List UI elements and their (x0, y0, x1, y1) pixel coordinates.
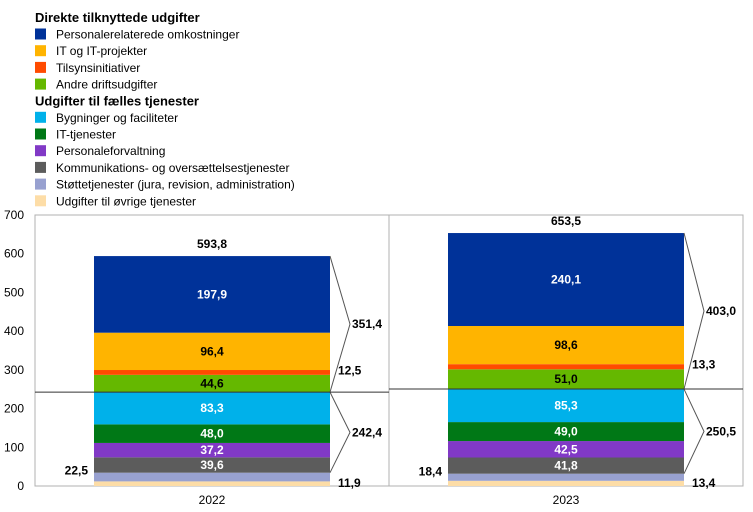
legend-swatch (35, 161, 46, 173)
shared-brace (329, 391, 351, 473)
bar-segment (448, 233, 684, 326)
bar-segment (448, 473, 684, 481)
y-tick-label: 300 (4, 363, 24, 377)
legend-swatch (35, 195, 46, 207)
bar-segment (448, 369, 684, 390)
data-label: 12,5 (338, 363, 362, 377)
data-label: 240,1 (551, 273, 581, 287)
legend-swatch (35, 28, 46, 40)
legend-label: Støttetjenester (jura, revision, adminis… (56, 178, 295, 192)
data-label: 83,3 (200, 401, 224, 415)
legend-label: Personalerelaterede omkostninger (56, 28, 239, 42)
data-label: 13,4 (692, 476, 716, 490)
data-label: 51,0 (554, 372, 578, 386)
data-label: 22,5 (65, 464, 89, 478)
y-tick-label: 500 (4, 285, 24, 299)
bar-segment (94, 370, 330, 375)
legend-swatch (35, 178, 46, 190)
y-tick-label: 200 (4, 402, 24, 416)
direct-brace (683, 232, 705, 390)
legend-label: Bygninger og faciliteter (56, 111, 178, 125)
shared-total-label: 250,5 (706, 424, 736, 438)
data-label: 48,0 (200, 427, 224, 441)
y-tick-label: 400 (4, 324, 24, 338)
legend-label: Kommunikations- og oversættelsestjeneste… (56, 161, 289, 175)
plot-area: 0 100 200 300 400 500 600 700 197,9 96,4 12,5 44,6 8… (4, 208, 744, 507)
bar-segment (94, 442, 330, 458)
legend-label: Tilsynsinitiativer (56, 61, 140, 75)
data-label: 197,9 (197, 287, 227, 301)
bar-segment (448, 389, 684, 423)
data-label: 98,6 (554, 338, 578, 352)
bar-segment (94, 392, 330, 425)
data-label: 49,0 (554, 425, 578, 439)
bar-segment (94, 332, 330, 371)
bar-segment (448, 457, 684, 474)
data-label: 85,3 (554, 399, 578, 413)
bar-segment (448, 422, 684, 442)
direct-total-label: 351,4 (352, 317, 382, 331)
y-tick-label: 600 (4, 247, 24, 261)
data-label: 11,9 (338, 476, 361, 490)
bar-segment (94, 481, 330, 486)
y-tick-label: 700 (4, 208, 24, 222)
total-label: 593,8 (197, 237, 227, 251)
legend-swatch (35, 111, 46, 123)
legend-swatch (35, 61, 46, 73)
bar-segment (448, 364, 684, 370)
bar-segment (448, 441, 684, 458)
legend-swatch (35, 145, 46, 157)
legend-swatch (35, 78, 46, 90)
data-label: 42,5 (554, 442, 578, 456)
shared-total-label: 242,4 (352, 425, 382, 439)
data-label: 44,6 (200, 376, 224, 390)
data-label: 41,8 (554, 459, 578, 473)
data-label: 37,2 (200, 443, 224, 457)
data-label: 39,6 (200, 458, 224, 472)
legend-label: Andre driftsudgifter (56, 78, 157, 92)
bar-segment (448, 480, 684, 486)
legend-group-title: Udgifter til fælles tjenester (35, 93, 199, 108)
y-tick-label: 100 (4, 440, 24, 454)
legend-label: IT og IT-projekter (56, 44, 147, 58)
legend-swatch (35, 128, 46, 140)
legend: Direkte tilknyttede udgifter Personalerel… (35, 10, 295, 208)
data-label: 96,4 (200, 344, 224, 358)
bar-segment (448, 325, 684, 365)
shared-brace (683, 388, 705, 474)
bar-segment (94, 472, 330, 482)
total-label: 653,5 (551, 214, 581, 228)
x-tick-label: 2023 (553, 493, 580, 507)
legend-swatch (35, 45, 46, 57)
bar-segment (94, 374, 330, 393)
bar-segment (94, 256, 330, 333)
direct-total-label: 403,0 (706, 304, 736, 318)
y-tick-label: 0 (17, 479, 24, 493)
legend-label: IT-tjenester (56, 128, 116, 142)
bar-segment (94, 457, 330, 473)
legend-group-title: Direkte tilknyttede udgifter (35, 10, 200, 25)
data-label: 13,3 (692, 358, 716, 372)
bar-segment (94, 424, 330, 443)
legend-label: Udgifter til øvrige tjenester (56, 194, 196, 208)
direct-brace (329, 255, 351, 393)
data-label: 18,4 (419, 465, 443, 479)
x-tick-label: 2022 (199, 493, 226, 507)
legend-label: Personaleforvaltning (56, 144, 165, 158)
